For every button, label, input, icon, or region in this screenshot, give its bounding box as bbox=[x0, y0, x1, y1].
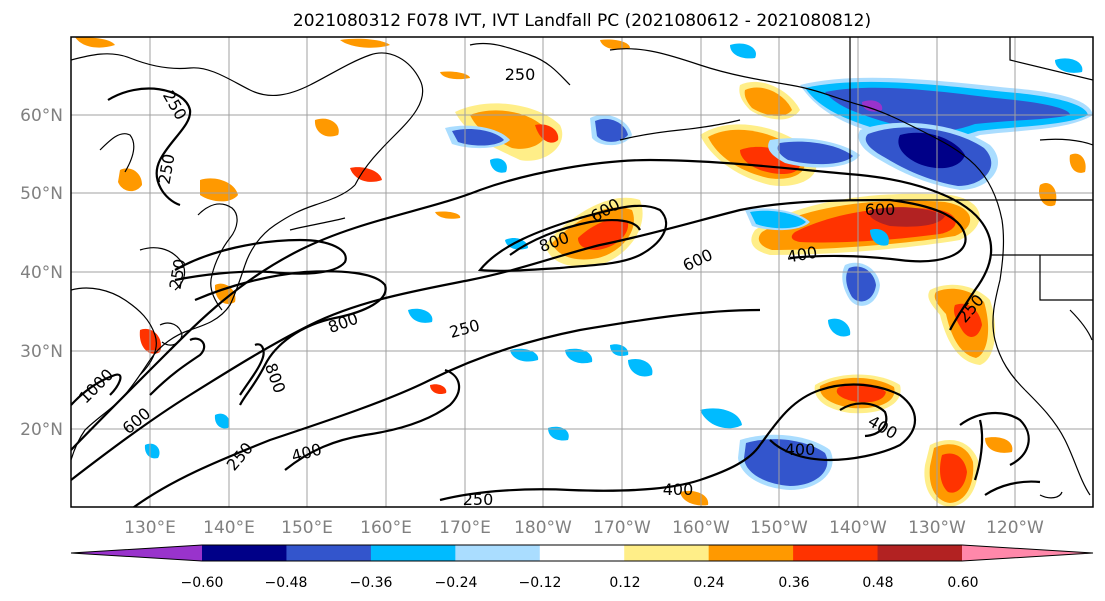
lon-label: 120°W bbox=[986, 518, 1044, 538]
pc-patch-positive bbox=[440, 71, 470, 80]
colorbar-segment bbox=[962, 545, 1093, 561]
pc-patch-positive bbox=[430, 384, 447, 395]
pc-patch-negative bbox=[565, 348, 593, 364]
pc-patch-negative bbox=[214, 413, 230, 429]
lon-label: 180°W bbox=[514, 518, 572, 538]
pc-patch-negative bbox=[408, 308, 433, 323]
colorbar-tick-label: 0.12 bbox=[609, 575, 640, 591]
pc-patch-negative bbox=[870, 229, 889, 246]
lon-label: 170°E bbox=[439, 518, 491, 538]
pc-patch-negative bbox=[490, 158, 507, 173]
pc-patch-positive bbox=[340, 38, 390, 48]
lon-label: 160°E bbox=[360, 518, 412, 538]
pc-patch-negative bbox=[510, 348, 539, 362]
lat-label: 40°N bbox=[20, 263, 63, 283]
pc-patch-negative bbox=[730, 43, 756, 59]
colorbar-tick-label: −0.12 bbox=[519, 575, 562, 591]
lat-label: 50°N bbox=[20, 184, 63, 204]
pc-patch-negative bbox=[846, 266, 876, 302]
pc-patch-negative bbox=[628, 358, 653, 377]
pc-patch-positive bbox=[869, 207, 945, 227]
colorbar-tick-label: 0.60 bbox=[947, 575, 978, 591]
colorbar-segment bbox=[539, 545, 625, 561]
pc-patch-negative bbox=[828, 318, 851, 337]
colorbar-tick-label: −0.60 bbox=[181, 575, 224, 591]
colorbar-segment bbox=[286, 545, 372, 561]
lon-label: 160°W bbox=[672, 518, 730, 538]
pc-patch-positive bbox=[214, 283, 236, 305]
map-frame bbox=[70, 36, 1094, 508]
contour-label: 250 bbox=[463, 490, 494, 509]
pc-patch-negative bbox=[825, 87, 1070, 133]
pc-patch-negative bbox=[548, 426, 569, 441]
lat-label: 30°N bbox=[20, 342, 63, 362]
lat-labels: 60°N 50°N 40°N 30°N 20°N bbox=[20, 106, 63, 440]
colorbar-segment bbox=[202, 545, 287, 561]
colorbar-segment bbox=[877, 545, 963, 561]
lat-label: 60°N bbox=[20, 106, 63, 126]
pc-patch-positive bbox=[535, 124, 559, 143]
pc-patch-negative bbox=[750, 210, 806, 229]
colorbar-segment bbox=[793, 545, 879, 561]
lon-labels: 130°E 140°E 150°E 160°E 170°E 180°W 170°… bbox=[124, 518, 1044, 538]
colorbar-tick-label: −0.36 bbox=[350, 575, 393, 591]
ivt-contours bbox=[71, 87, 1041, 507]
pc-patch-positive bbox=[314, 118, 339, 137]
colorbar-tick-label: 0.48 bbox=[862, 575, 893, 591]
pc-patch-negative bbox=[144, 443, 160, 459]
map-content: 250 250 250 250 250 250 250 400 400 400 … bbox=[71, 37, 1093, 509]
pc-patch-negative bbox=[610, 344, 629, 356]
contour-label: 250 bbox=[505, 65, 536, 84]
lon-label: 130°E bbox=[124, 518, 176, 538]
pc-patch-negative bbox=[898, 132, 965, 169]
contour-label: 400 bbox=[663, 480, 694, 499]
colorbar-outline bbox=[70, 544, 1094, 562]
pc-patch-positive bbox=[940, 453, 967, 493]
pc-patch-positive bbox=[435, 211, 461, 219]
lon-label: 130°W bbox=[908, 518, 966, 538]
pc-patch-positive bbox=[985, 437, 1013, 453]
pc-patch-negative bbox=[595, 118, 628, 142]
colorbar-segment bbox=[370, 545, 456, 561]
lon-label: 150°W bbox=[750, 518, 808, 538]
lon-label: 140°E bbox=[203, 518, 255, 538]
lat-label: 20°N bbox=[20, 420, 63, 440]
colorbar-tick-label: 0.24 bbox=[693, 575, 724, 591]
colorbar-segment bbox=[71, 545, 202, 561]
colorbar-ticks: −0.60 −0.48 −0.36 −0.24 −0.12 0.12 0.24 … bbox=[181, 575, 979, 591]
pc-patch-negative bbox=[862, 100, 883, 112]
colorbar-segment bbox=[624, 545, 710, 561]
pc-patch-positive bbox=[744, 87, 792, 116]
colorbar-tick-label: 0.36 bbox=[778, 575, 809, 591]
lon-label: 170°W bbox=[593, 518, 651, 538]
pc-patch-positive bbox=[118, 168, 142, 192]
contour-label: 600 bbox=[865, 200, 896, 219]
colorbar-tick-label: −0.24 bbox=[435, 575, 478, 591]
pc-patch-negative bbox=[777, 141, 853, 165]
pc-patch-negative bbox=[744, 439, 828, 486]
colorbar-segment bbox=[455, 545, 541, 561]
pc-patch-negative bbox=[700, 408, 742, 429]
lon-label: 140°W bbox=[829, 518, 887, 538]
colorbar bbox=[70, 544, 1094, 562]
colorbar-tick-label: −0.48 bbox=[265, 575, 308, 591]
pc-patch-positive bbox=[836, 383, 886, 403]
pc-patch-positive bbox=[470, 110, 546, 149]
contour-label: 400 bbox=[785, 440, 816, 459]
colorbar-segment bbox=[708, 545, 794, 561]
pc-patch-positive bbox=[75, 37, 115, 48]
pc-patch-negative bbox=[1055, 58, 1083, 73]
lon-label: 150°E bbox=[281, 518, 333, 538]
map-title: 2021080312 F078 IVT, IVT Landfall PC (20… bbox=[293, 11, 871, 31]
pc-patch-positive bbox=[1069, 153, 1086, 173]
